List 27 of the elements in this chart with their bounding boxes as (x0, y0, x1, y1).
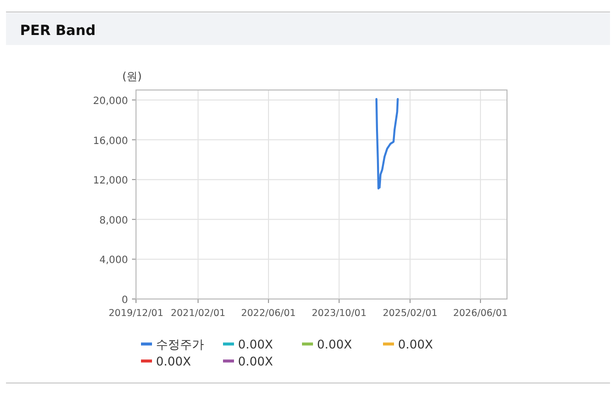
legend-label: 0.00X (317, 338, 352, 352)
y-tick-label: 12,000 (93, 176, 128, 187)
legend-label: 수정주가 (156, 338, 204, 352)
x-tick-label: 2022/06/01 (241, 308, 296, 319)
legend-item: 0.00X (223, 354, 273, 368)
legend-label: 0.00X (238, 354, 273, 368)
legend-label: 0.00X (398, 338, 433, 352)
y-tick-label: 16,000 (93, 136, 128, 147)
legend-item: 0.00X (383, 338, 433, 352)
x-tick-label: 2021/02/01 (170, 308, 226, 319)
legend-item: 수정주가 (141, 338, 204, 352)
y-tick-label: 8,000 (99, 215, 128, 226)
y-tick-label: 20,000 (93, 96, 128, 107)
y-tick-label: 4,000 (99, 255, 128, 266)
chart-title: PER Band (20, 23, 96, 39)
line-series (375, 98, 399, 190)
x-tick-label: 2025/02/01 (382, 308, 438, 319)
x-tick-label: 2026/06/01 (453, 308, 508, 319)
legend-item: 0.00X (302, 338, 352, 352)
legend-item: 0.00X (141, 354, 191, 368)
y-axis-title: (원) (122, 70, 142, 83)
legend-label: 0.00X (238, 338, 273, 352)
x-tick-label: 2019/12/01 (108, 308, 164, 319)
x-tick-label: 2023/10/01 (312, 308, 367, 319)
y-tick-label: 0 (122, 295, 128, 306)
legend-item: 0.00X (223, 338, 273, 352)
legend-label: 0.00X (156, 354, 191, 368)
